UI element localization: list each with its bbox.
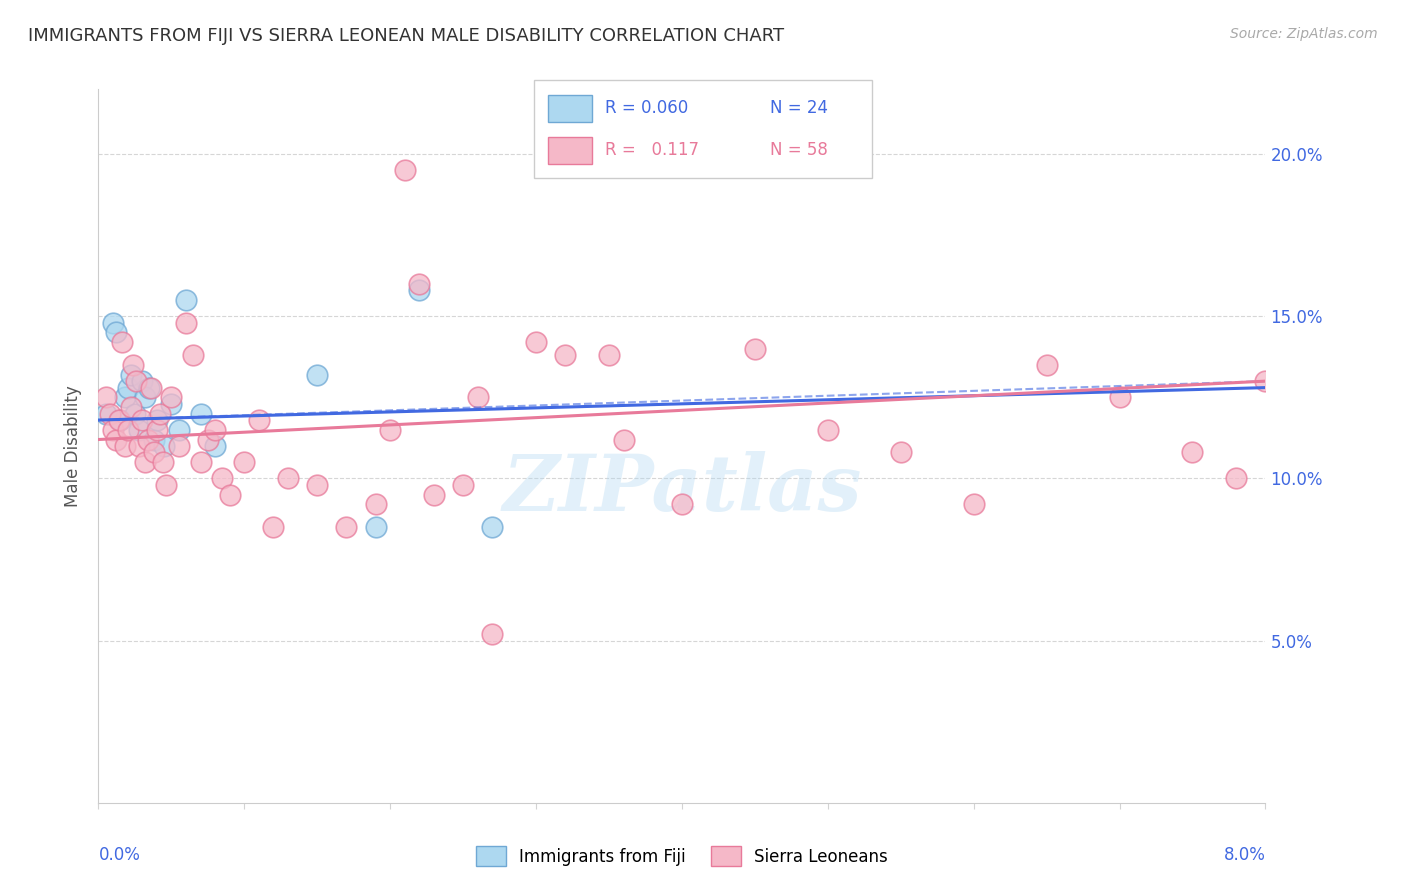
Point (211, 471, 233, 485)
Point (335, 520, 357, 534)
Point (134, 390, 156, 404)
Point (125, 374, 148, 388)
Text: 8.0%: 8.0% (1223, 846, 1265, 863)
Point (524, 335, 547, 350)
Point (744, 342, 766, 356)
Text: Source: ZipAtlas.com: Source: ZipAtlas.com (1230, 27, 1378, 41)
Point (408, 283, 430, 297)
Point (117, 423, 139, 437)
Point (1181, 445, 1204, 459)
Point (204, 439, 226, 453)
Point (167, 439, 190, 453)
Point (174, 293, 197, 307)
Point (190, 407, 212, 421)
Point (233, 455, 256, 469)
Point (247, 413, 270, 427)
Point (117, 381, 139, 395)
Point (218, 488, 240, 502)
Text: ZIPatlas: ZIPatlas (502, 450, 862, 527)
Point (94, 407, 117, 421)
Point (554, 348, 576, 362)
Point (101, 316, 124, 330)
Point (101, 423, 124, 437)
Point (181, 348, 204, 362)
Point (122, 358, 145, 372)
Point (155, 478, 177, 492)
Point (1225, 471, 1247, 485)
Point (131, 413, 153, 427)
Point (817, 423, 839, 437)
Point (307, 368, 329, 382)
Point (124, 407, 146, 421)
Text: N = 58: N = 58 (770, 141, 828, 159)
Point (152, 455, 174, 469)
Point (104, 433, 127, 447)
Point (114, 390, 136, 404)
Point (134, 455, 156, 469)
Y-axis label: Male Disability: Male Disability (65, 385, 83, 507)
Text: 0.0%: 0.0% (98, 846, 141, 863)
Point (671, 497, 693, 511)
Bar (548, 95, 592, 122)
Point (128, 439, 150, 453)
Point (160, 390, 183, 404)
Point (114, 439, 136, 453)
Point (146, 423, 169, 437)
Point (262, 520, 284, 534)
Point (190, 455, 212, 469)
Point (277, 471, 299, 485)
Point (120, 368, 142, 382)
Text: R = 0.060: R = 0.060 (605, 100, 689, 118)
Point (174, 316, 197, 330)
Point (204, 423, 226, 437)
Point (146, 413, 169, 427)
Point (98, 407, 121, 421)
Point (481, 520, 503, 534)
Point (481, 627, 503, 641)
Point (1108, 390, 1130, 404)
Point (160, 397, 183, 411)
Point (142, 433, 165, 447)
Point (104, 326, 127, 340)
Point (394, 163, 416, 178)
FancyBboxPatch shape (534, 80, 872, 178)
Point (139, 381, 162, 395)
Text: R =   0.117: R = 0.117 (605, 141, 699, 159)
Point (423, 488, 446, 502)
Point (408, 277, 430, 291)
Point (1035, 358, 1057, 372)
Point (149, 407, 172, 421)
Point (111, 335, 134, 350)
Point (142, 445, 165, 459)
Point (138, 381, 160, 395)
Point (467, 390, 489, 404)
Point (197, 433, 219, 447)
Text: N = 24: N = 24 (770, 100, 828, 118)
Point (131, 374, 153, 388)
Point (108, 413, 131, 427)
Point (94, 390, 117, 404)
Point (380, 423, 402, 437)
Point (307, 478, 329, 492)
Legend: Immigrants from Fiji, Sierra Leoneans: Immigrants from Fiji, Sierra Leoneans (470, 839, 894, 873)
Text: IMMIGRANTS FROM FIJI VS SIERRA LEONEAN MALE DISABILITY CORRELATION CHART: IMMIGRANTS FROM FIJI VS SIERRA LEONEAN M… (28, 27, 785, 45)
Point (120, 400, 142, 414)
Point (613, 433, 636, 447)
Point (962, 497, 984, 511)
Point (136, 433, 159, 447)
Point (1254, 374, 1277, 388)
Point (890, 445, 912, 459)
Point (110, 413, 132, 427)
Point (128, 423, 150, 437)
Bar (548, 136, 592, 164)
Point (167, 423, 190, 437)
Point (364, 520, 387, 534)
Point (364, 497, 387, 511)
Point (451, 478, 474, 492)
Point (598, 348, 620, 362)
Point (153, 439, 176, 453)
